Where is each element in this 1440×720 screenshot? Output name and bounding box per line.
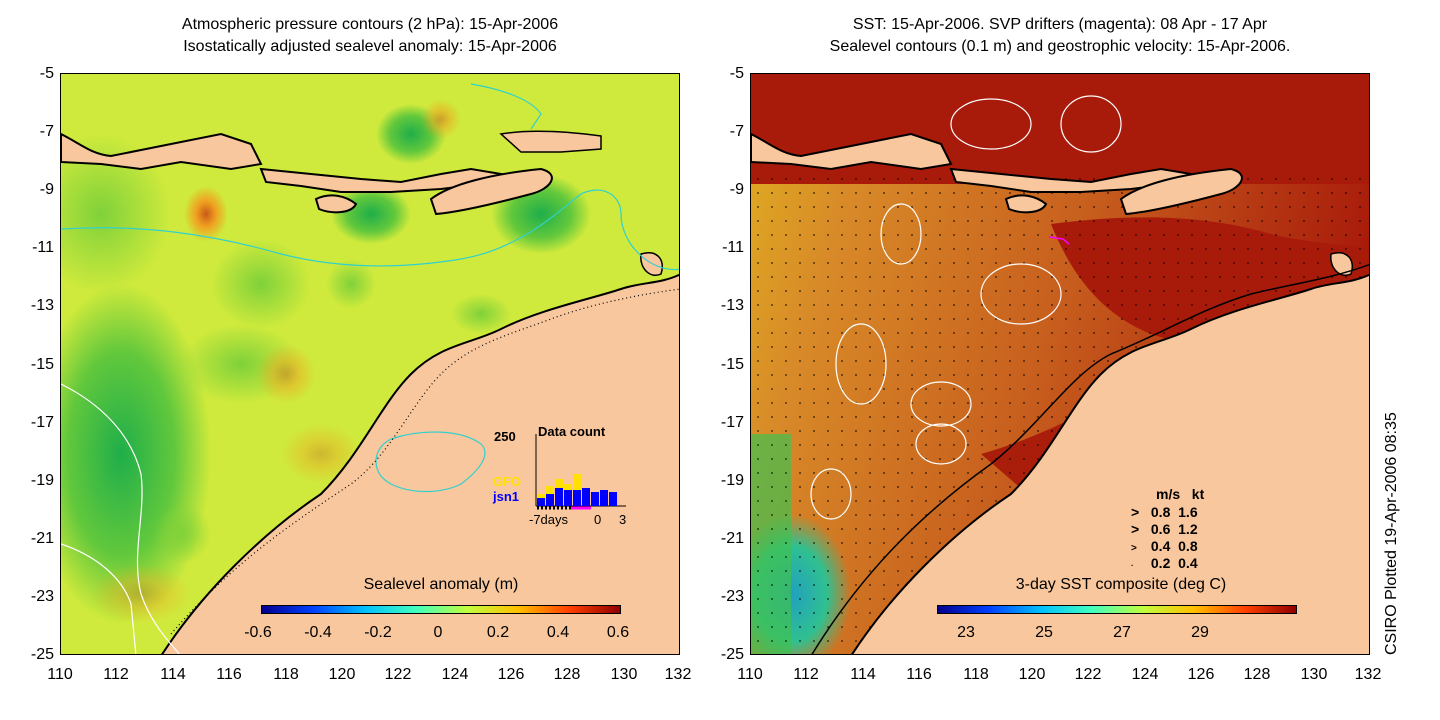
right-lat-tick: -23: [720, 588, 744, 605]
left-lat-tick: -25: [30, 646, 54, 663]
sealevel-tick-0: -0.6: [244, 624, 272, 641]
sealevel-colorbar-title: Sealevel anomaly (m): [363, 576, 519, 593]
right-lat-tick: -13: [720, 297, 744, 314]
histogram-x-right: 3: [619, 512, 627, 527]
histogram-title: Data count: [538, 424, 606, 439]
sst-field: [751, 74, 1369, 654]
right-lat-tick: -21: [720, 530, 744, 547]
right-lat-tick: -25: [720, 646, 744, 663]
velocity-legend-row: > 0.6 1.2: [1131, 521, 1198, 537]
right-lat-tick: -15: [720, 356, 744, 373]
right-lat-tick: -19: [720, 472, 744, 489]
left-lat-tick: -21: [30, 530, 54, 547]
sealevel-anomaly-map: 250 Data count GFO jsn1 -7days 0 3 Seale…: [60, 73, 680, 655]
left-lon-tick: 110: [47, 666, 73, 683]
sealevel-tick-1: -0.4: [304, 624, 332, 641]
left-lon-tick: 118: [273, 666, 299, 683]
histogram-series-gfo: GFO: [493, 474, 522, 489]
sealevel-colorbar: [261, 605, 621, 614]
left-lat-tick: -9: [39, 181, 54, 198]
left-lat-tick: -17: [30, 414, 54, 431]
right-lon-tick: 116: [906, 666, 932, 683]
left-title-line2: Isostatically adjusted sealevel anomaly:…: [183, 38, 557, 55]
sealevel-tick-5: 0.4: [546, 624, 570, 641]
left-lat-tick: -7: [39, 123, 54, 140]
velocity-legend-ms: 0.4: [1150, 538, 1171, 554]
left-lon-tick: 122: [384, 666, 412, 683]
sst-tick-3: 29: [1191, 624, 1209, 641]
right-lat-tick: -17: [720, 414, 744, 431]
velocity-legend-row: · 0.2 0.4: [1131, 555, 1198, 571]
right-lat-tick: -5: [729, 65, 744, 82]
velocity-legend-ms: 0.2: [1150, 555, 1171, 571]
csiro-credit: CSIRO Plotted 19-Apr-2006 08:35: [1383, 412, 1400, 655]
right-lat-tick: -9: [729, 181, 744, 198]
velocity-legend-kt: 1.6: [1178, 504, 1198, 520]
right-lon-tick: 124: [1131, 666, 1159, 683]
velocity-legend-row: > 0.4 0.8: [1131, 538, 1198, 554]
left-lon-tick: 126: [497, 666, 525, 683]
right-lon-tick: 118: [963, 666, 989, 683]
left-lon-tick: 114: [160, 666, 186, 683]
velocity-legend-ms-header: m/s: [1156, 486, 1181, 502]
sst-colorbar-title: 3-day SST composite (deg C): [1015, 576, 1227, 593]
left-lon-tick: 132: [664, 666, 692, 683]
left-lat-tick: -5: [39, 65, 54, 82]
right-lon-tick: 128: [1243, 666, 1271, 683]
right-title-line2: Sealevel contours (0.1 m) and geostrophi…: [829, 38, 1291, 55]
left-lon-tick: 120: [328, 666, 356, 683]
sealevel-tick-3: 0: [433, 624, 443, 641]
left-lon-tick: 112: [103, 666, 129, 683]
right-lat-tick: -7: [729, 123, 744, 140]
right-lon-tick: 122: [1074, 666, 1102, 683]
sealevel-tick-6: 0.6: [606, 624, 630, 641]
right-lon-tick: 114: [850, 666, 876, 683]
sst-tick-0: 23: [957, 624, 975, 641]
sst-tick-1: 25: [1035, 624, 1053, 641]
left-lat-tick: -13: [30, 297, 54, 314]
right-lon-tick: 126: [1187, 666, 1215, 683]
right-lon-tick: 110: [737, 666, 763, 683]
right-lon-tick: 130: [1300, 666, 1328, 683]
right-title-line1: SST: 15-Apr-2006. SVP drifters (magenta)…: [852, 16, 1268, 33]
velocity-legend-ms: 0.8: [1150, 504, 1171, 520]
sealevel-anomaly-field: [61, 74, 679, 654]
histogram-x-mid: 0: [594, 512, 602, 527]
left-lat-tick: -11: [32, 239, 54, 256]
sst-tick-2: 27: [1113, 624, 1131, 641]
velocity-legend-kt: 0.4: [1178, 555, 1198, 571]
histogram-series-jsn1: jsn1: [493, 489, 520, 504]
left-title-line1: Atmospheric pressure contours (2 hPa): 1…: [181, 16, 559, 33]
right-lon-tick: 132: [1354, 666, 1382, 683]
sealevel-tick-4: 0.2: [486, 624, 510, 641]
velocity-legend-header: m/s kt: [1156, 486, 1204, 502]
left-lon-tick: 116: [216, 666, 242, 683]
left-lat-tick: -23: [30, 588, 54, 605]
left-lon-tick: 124: [441, 666, 469, 683]
right-lat-tick: -11: [722, 239, 744, 256]
velocity-legend-kt-header: kt: [1191, 486, 1205, 502]
sealevel-tick-2: -0.2: [364, 624, 392, 641]
velocity-legend-ms: 0.6: [1150, 521, 1171, 537]
left-lon-tick: 128: [553, 666, 581, 683]
velocity-legend-kt: 1.2: [1178, 521, 1198, 537]
left-lat-tick: -19: [30, 472, 54, 489]
sst-colorbar: [937, 605, 1297, 614]
left-lat-tick: -15: [30, 356, 54, 373]
sst-map: m/s kt > 0.8 1.6 > 0.6 1.2 > 0.4 0.8 · 0…: [750, 73, 1370, 655]
velocity-legend-row: > 0.8 1.6: [1131, 504, 1198, 520]
histogram-x-left: -7days: [529, 512, 569, 527]
left-lon-tick: 130: [610, 666, 638, 683]
data-count-histogram: [535, 434, 626, 510]
histogram-ymax-label: 250: [494, 429, 516, 444]
right-lon-tick: 112: [793, 666, 819, 683]
velocity-legend-kt: 0.8: [1178, 538, 1198, 554]
right-lon-tick: 120: [1018, 666, 1046, 683]
